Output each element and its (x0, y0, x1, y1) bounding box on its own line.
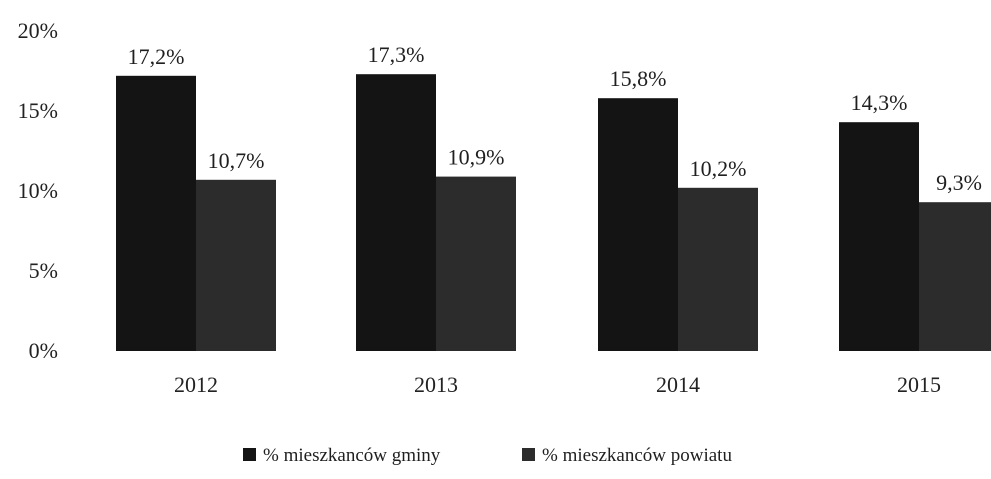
data-label: 10,7% (208, 148, 265, 173)
bar-powiatu-2012 (196, 179, 276, 351)
legend-label: % mieszkanców gminy (263, 445, 441, 466)
legend-label: % mieszkanców powiatu (542, 445, 732, 466)
y-axis: 0% 5% 10% 15% 20% (18, 18, 58, 363)
bar-gminy-2014 (598, 98, 678, 351)
data-label: 17,2% (128, 44, 185, 69)
bar-powiatu-2014 (678, 187, 758, 351)
legend-swatch (243, 448, 256, 461)
y-tick-label: 10% (18, 178, 58, 203)
x-tick-label: 2012 (174, 372, 218, 397)
data-labels: 17,2% 10,7% 17,3% 10,9% 15,8% 10,2% 14,3% 9,3% (128, 42, 982, 195)
data-label: 15,8% (610, 66, 667, 91)
data-label: 10,9% (448, 145, 505, 170)
x-axis: 2012 2013 2014 2015 (174, 372, 941, 397)
y-tick-label: 0% (29, 338, 58, 363)
y-tick-label: 15% (18, 98, 58, 123)
bar-gminy-2012 (116, 75, 196, 352)
bar-gminy-2013 (356, 74, 436, 351)
legend: % mieszkanców gminy % mieszkanców powiatu (243, 445, 732, 466)
bar-gminy-2015 (839, 122, 919, 351)
data-label: 9,3% (936, 170, 982, 195)
x-tick-label: 2014 (656, 372, 700, 397)
data-label: 10,2% (690, 156, 747, 181)
x-tick-label: 2015 (897, 372, 941, 397)
bar-powiatu-2015 (919, 202, 991, 351)
data-label: 17,3% (368, 42, 425, 67)
y-tick-label: 20% (18, 18, 58, 43)
legend-swatch (522, 448, 535, 461)
bars (116, 74, 991, 352)
x-tick-label: 2013 (414, 372, 458, 397)
y-tick-label: 5% (29, 258, 58, 283)
data-label: 14,3% (851, 90, 908, 115)
bar-powiatu-2013 (436, 176, 516, 351)
